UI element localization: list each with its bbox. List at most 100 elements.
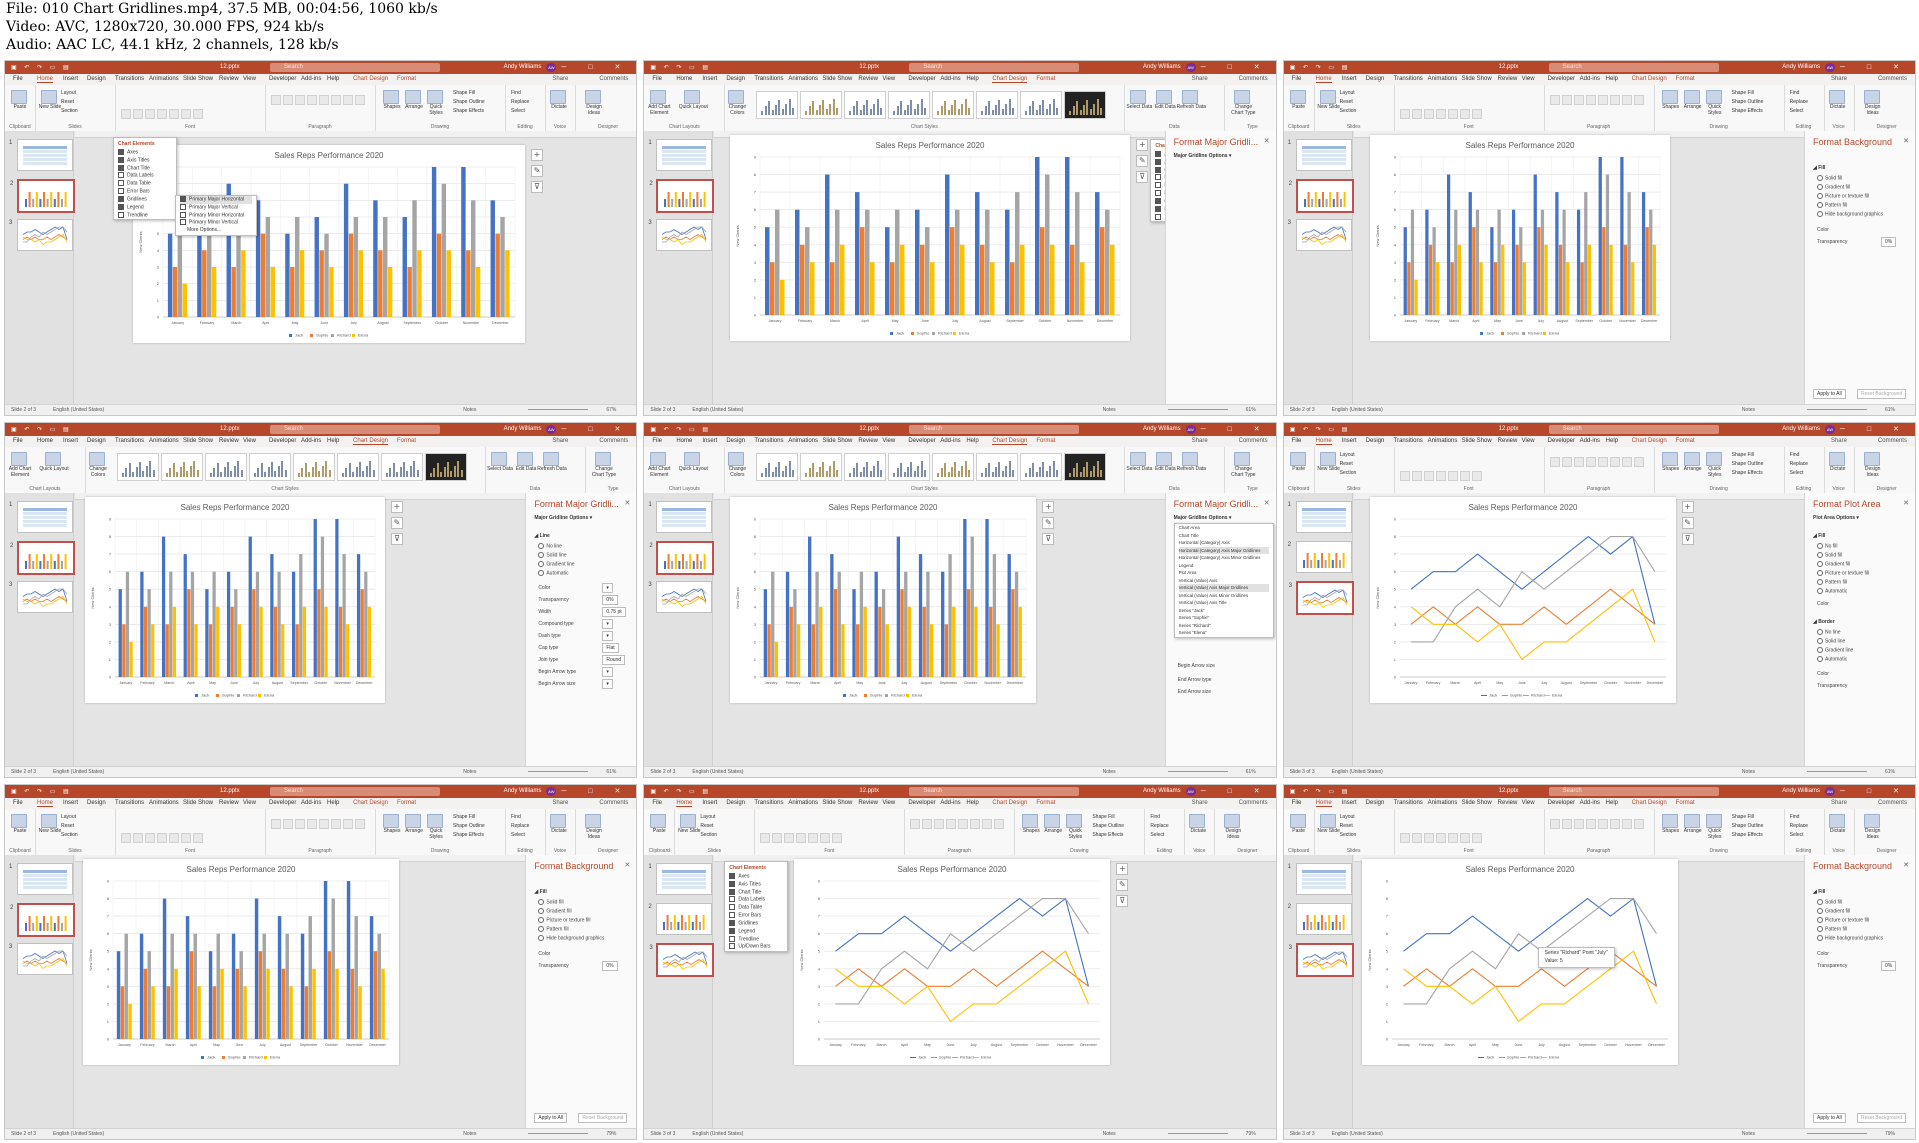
shape-outline-button[interactable]: Shape Outline [453,99,485,105]
tab-animations[interactable]: Animations [788,800,819,806]
line-property-input[interactable]: ▾ [602,619,613,629]
arrange-icon[interactable] [1683,90,1700,104]
chart-style-option[interactable] [976,453,1019,481]
share-button[interactable]: Share [1191,76,1208,82]
zoom-level[interactable]: 61% [606,769,617,775]
paragraph-format-button[interactable] [1621,457,1632,467]
language-indicator[interactable]: English (United States) [53,407,105,413]
slide-canvas[interactable]: Sales Reps Performance 2020 New Clients 0 1… [1369,135,1670,341]
font-format-button[interactable] [1399,109,1410,119]
checkbox[interactable] [1155,158,1162,165]
checkbox[interactable] [118,211,124,218]
shapes-icon[interactable] [1661,814,1678,828]
tab-design[interactable]: Design [726,438,746,444]
tab-view[interactable]: View [1521,76,1535,82]
paste-icon[interactable] [1289,452,1306,466]
tab-home[interactable]: Home [37,800,54,807]
tab-help[interactable]: Help [966,800,979,806]
zoom-slider[interactable] [1806,1133,1867,1134]
quick-styles-icon[interactable] [1705,90,1722,104]
shape-fill-button[interactable]: Shape Fill [1731,452,1754,458]
slide-thumbnail[interactable]: 2 [1289,179,1354,213]
refresh-data-button[interactable]: Refresh Data [537,466,567,472]
section-button[interactable]: Section [700,832,718,838]
tab-chart-design[interactable]: Chart Design [992,438,1028,445]
quick-access-toolbar[interactable]: ▣ ↶ ↷ ▭ ▤ [11,65,72,71]
fill-section-header[interactable]: ◢ Fill [1812,533,1826,539]
dictate-button[interactable]: Dictate [551,104,567,110]
layout-button[interactable]: Layout [1339,814,1355,820]
line-property-input[interactable]: Round [602,655,626,665]
quick-styles-button[interactable]: Quick Styles [1068,828,1083,840]
fill-option[interactable]: Picture or texture fill [1816,193,1869,199]
shape-fill-button[interactable]: Shape Fill [1731,90,1754,96]
chart-styles-button[interactable]: ✎ [1681,517,1694,529]
radio-button[interactable] [1816,917,1823,923]
shape-outline-button[interactable]: Shape Outline [1731,823,1764,829]
find-button[interactable]: Find [511,814,521,820]
chart-element-data-labels[interactable]: Data Labels [118,172,172,180]
chart-elements-button[interactable]: + [1116,863,1129,875]
font-format-button[interactable] [1411,109,1422,119]
fill-option[interactable]: Pattern fill [1816,202,1847,208]
tab-format[interactable]: Format [1675,438,1695,444]
paste-button[interactable]: Paste [1292,466,1306,472]
shapes-button[interactable]: Shapes [383,828,401,834]
tab-insert[interactable]: Insert [63,76,79,82]
radio-button[interactable] [1816,579,1823,585]
chart-style-option[interactable] [800,453,843,481]
slide-thumbnail[interactable]: 2 [10,541,75,575]
font-format-button[interactable] [1399,833,1410,843]
fill-option[interactable]: Hide background graphics [1816,935,1883,941]
line-property-input[interactable]: 0.75 pt [602,607,626,617]
section-button[interactable]: Section [61,832,78,838]
tab-help[interactable]: Help [1605,438,1618,444]
radio-button[interactable] [538,908,545,914]
share-button[interactable]: Share [552,438,569,444]
paragraph-format-button[interactable] [970,819,981,829]
font-format-button[interactable] [169,833,179,843]
font-format-button[interactable] [181,109,191,119]
tab-add-ins[interactable]: Add-ins [1579,438,1600,444]
slide-thumbnail[interactable]: 1 [9,863,73,895]
line-option[interactable]: Solid line [538,552,567,558]
replace-button[interactable]: Replace [1789,823,1809,829]
font-format-button[interactable] [133,109,143,119]
new-slide-button[interactable]: New Slide [38,104,62,110]
radio-button[interactable] [1816,647,1823,653]
design-ideas-button[interactable]: Design Ideas [586,828,602,840]
zoom-level[interactable]: 67% [606,407,617,413]
font-format-button[interactable] [760,833,771,843]
slide-thumbnail[interactable]: 1 [1288,501,1352,533]
shapes-button[interactable]: Shapes [1662,828,1680,834]
tab-transitions[interactable]: Transitions [115,76,145,82]
font-format-button[interactable] [772,833,783,843]
checkbox[interactable] [180,203,186,210]
chart-filters-button[interactable]: ⊽ [1136,171,1149,183]
radio-button[interactable] [1816,570,1823,576]
chart-element-option[interactable]: Series "Richard" [1178,622,1211,628]
change-chart-type-icon[interactable] [595,452,611,466]
notes-button[interactable]: Notes [1102,407,1116,413]
share-button[interactable]: Share [1191,800,1208,806]
tab-transitions[interactable]: Transitions [1393,438,1423,444]
fill-option[interactable]: Picture or texture fill [538,917,591,923]
paragraph-format-button[interactable] [295,95,305,105]
quick-styles-button[interactable]: Quick Styles [1707,104,1722,116]
tab-developer[interactable]: Developer [269,438,297,444]
shape-effects-button[interactable]: Shape Effects [453,108,485,114]
font-format-button[interactable] [1435,833,1446,843]
avatar[interactable]: AW [1824,63,1835,72]
notes-button[interactable]: Notes [1102,769,1116,775]
checkbox[interactable] [1155,213,1162,220]
checkbox[interactable] [118,172,124,179]
quick-styles-icon[interactable] [427,90,443,104]
avatar[interactable]: AW [1824,787,1835,796]
add-chart-element-button[interactable]: Add Chart Element [8,466,32,478]
tab-transitions[interactable]: Transitions [115,800,145,806]
chart-style-option[interactable] [932,91,975,119]
paragraph-format-button[interactable] [271,819,281,829]
zoom-level[interactable]: 61% [1245,769,1256,775]
line-property-input[interactable]: ▾ [602,631,613,641]
